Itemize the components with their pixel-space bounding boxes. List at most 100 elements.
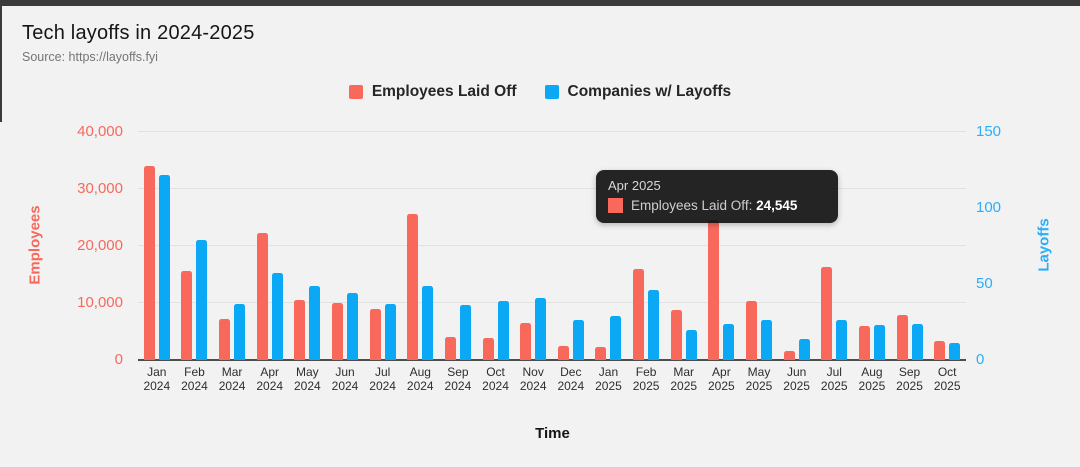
- bar-employees-mar-2025[interactable]: [670, 310, 682, 360]
- bar-companies-oct-2024[interactable]: [497, 300, 509, 360]
- bar-employees-feb-2024[interactable]: [181, 271, 193, 360]
- x-axis-tick-label: Apr 2024: [256, 365, 284, 393]
- bar-employees-jan-2025[interactable]: [595, 346, 607, 360]
- legend-marker-employees-icon: [348, 85, 363, 99]
- left-axis-tick-label: 40,000: [77, 123, 123, 140]
- bar-companies-may-2025[interactable]: [761, 320, 772, 360]
- left-axis-tick-label: 30,000: [77, 180, 123, 197]
- x-axis-tick-label: May 2024: [294, 365, 321, 393]
- legend-label-employees: Employees Laid Off: [371, 83, 517, 100]
- right-axis-tick-label: 150: [976, 123, 1002, 140]
- bar-employees-feb-2025[interactable]: [633, 268, 645, 360]
- bar-companies-jan-2024[interactable]: [158, 174, 170, 360]
- right-axis-tick-label: 50: [976, 275, 993, 292]
- x-axis-tick-label: Jan 2024: [143, 365, 171, 393]
- x-axis-tick-label: Oct 2025: [933, 365, 961, 393]
- bar-companies-apr-2025[interactable]: [723, 323, 735, 360]
- bar-employees-jul-2024[interactable]: [369, 309, 381, 360]
- x-axis-tick-label: Jul 2024: [369, 365, 396, 393]
- bar-employees-may-2024[interactable]: [294, 299, 306, 360]
- x-axis-tick-label: Dec 2024: [557, 365, 585, 393]
- left-axis-tick-label: 10,000: [77, 294, 123, 311]
- x-axis-tick-label: Jun 2025: [783, 365, 810, 393]
- bar-companies-oct-2025[interactable]: [949, 343, 961, 360]
- tooltip-marker-icon: [608, 198, 623, 213]
- x-axis-tick-label: Feb 2025: [632, 365, 660, 393]
- legend-label-companies: Companies w/ Layoffs: [567, 83, 732, 100]
- left-axis-tick-label: 20,000: [77, 237, 123, 254]
- bar-companies-feb-2025[interactable]: [648, 290, 660, 360]
- tooltip-series-label: Employees Laid Off: 24,545: [631, 198, 798, 213]
- tooltip-title: Apr 2025: [608, 178, 661, 193]
- bar-employees-jul-2025[interactable]: [821, 267, 833, 360]
- bar-employees-sep-2024[interactable]: [444, 337, 456, 360]
- bar-companies-sep-2024[interactable]: [459, 305, 471, 360]
- bar-companies-jun-2024[interactable]: [347, 293, 358, 360]
- bar-employees-apr-2025[interactable]: [708, 220, 720, 360]
- x-axis-tick-label: Sep 2024: [444, 365, 472, 393]
- left-axis-tick-label: 0: [114, 351, 123, 368]
- bar-companies-jul-2025[interactable]: [836, 320, 848, 360]
- x-axis-tick-label: Aug 2025: [858, 365, 886, 393]
- bar-companies-jan-2025[interactable]: [610, 315, 622, 360]
- bar-employees-dec-2024[interactable]: [557, 345, 569, 360]
- x-axis-tick-label: May 2025: [745, 365, 773, 393]
- right-axis-tick-label: 0: [976, 351, 985, 368]
- plot-area: [138, 125, 966, 361]
- bar-employees-mar-2024[interactable]: [219, 318, 231, 360]
- x-axis-title: Time: [535, 425, 570, 442]
- x-axis-line: [138, 359, 966, 361]
- legend-item-companies[interactable]: Companies w/ Layoffs: [544, 83, 732, 101]
- bar-employees-oct-2024[interactable]: [482, 337, 494, 360]
- x-axis-tick-label: Jan 2025: [595, 365, 622, 393]
- bar-companies-sep-2025[interactable]: [911, 323, 923, 360]
- x-axis-tick-label: Jul 2025: [820, 365, 848, 393]
- source-caption: Source: https://layoffs.fyi: [22, 50, 158, 64]
- tooltip-series-row: Employees Laid Off: 24,545: [608, 198, 826, 213]
- window-top-edge: [0, 0, 1080, 6]
- x-axis-tick-label: Apr 2025: [708, 365, 735, 393]
- bar-employees-apr-2024[interactable]: [256, 232, 268, 360]
- x-axis-tick-label: Aug 2024: [406, 365, 434, 393]
- bar-employees-aug-2024[interactable]: [407, 213, 419, 360]
- tooltip-value: 24,545: [756, 198, 798, 213]
- legend-marker-companies-icon: [544, 85, 559, 99]
- left-axis-title: Employees: [26, 205, 44, 285]
- legend-item-employees[interactable]: Employees Laid Off: [348, 83, 517, 101]
- bar-employees-jun-2024[interactable]: [332, 303, 343, 360]
- bar-companies-jul-2024[interactable]: [384, 303, 396, 360]
- bar-companies-jun-2025[interactable]: [798, 338, 810, 360]
- right-axis-title: Layoffs: [1035, 218, 1053, 272]
- bar-employees-aug-2025[interactable]: [858, 325, 870, 360]
- window-left-edge: [0, 0, 2, 122]
- bar-companies-apr-2024[interactable]: [271, 273, 283, 360]
- bar-employees-sep-2025[interactable]: [896, 314, 908, 360]
- x-axis-tick-label: Oct 2024: [482, 365, 509, 393]
- bar-companies-aug-2025[interactable]: [873, 325, 885, 360]
- bar-employees-may-2025[interactable]: [746, 300, 757, 360]
- bar-companies-aug-2024[interactable]: [422, 285, 434, 360]
- x-axis-tick-label: Mar 2024: [218, 365, 246, 393]
- gridline: [138, 131, 966, 132]
- x-axis-tick-label: Nov 2024: [519, 365, 547, 393]
- x-axis-tick-label: Mar 2025: [670, 365, 698, 393]
- x-axis-tick-label: Jun 2024: [331, 365, 359, 393]
- bar-companies-mar-2024[interactable]: [234, 303, 246, 360]
- bar-companies-mar-2025[interactable]: [685, 329, 697, 360]
- bar-companies-nov-2024[interactable]: [535, 297, 547, 360]
- bar-employees-oct-2025[interactable]: [934, 340, 946, 360]
- bar-companies-feb-2024[interactable]: [196, 239, 208, 360]
- bar-employees-jan-2024[interactable]: [143, 165, 155, 360]
- bar-companies-dec-2024[interactable]: [572, 320, 584, 360]
- bar-companies-may-2024[interactable]: [309, 285, 321, 360]
- gridline: [138, 302, 966, 303]
- bar-employees-jun-2025[interactable]: [783, 351, 795, 360]
- tooltip: Apr 2025 Employees Laid Off: 24,545: [596, 170, 838, 223]
- gridline: [138, 188, 966, 189]
- chart-title: Tech layoffs in 2024-2025: [22, 22, 255, 44]
- right-axis-tick-label: 100: [976, 199, 1002, 216]
- legend: Employees Laid Off Companies w/ Layoffs: [0, 83, 1080, 101]
- gridline: [138, 245, 966, 246]
- bar-employees-nov-2024[interactable]: [520, 322, 532, 360]
